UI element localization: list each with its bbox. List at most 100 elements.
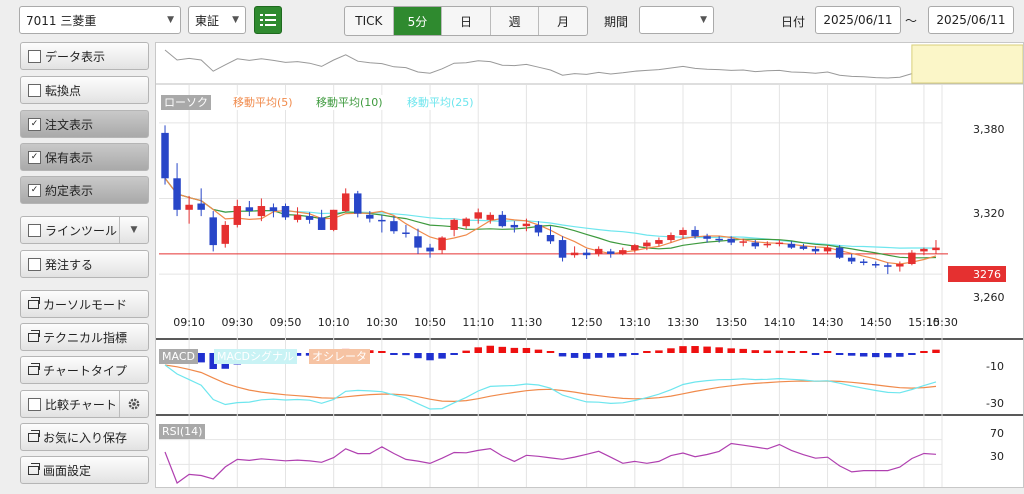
chevron-down-icon[interactable]: ▼ <box>119 217 148 243</box>
oscillator-bar <box>932 349 940 353</box>
candle <box>474 212 482 219</box>
oscillator-bar <box>679 346 687 353</box>
oscillator-bar <box>727 348 735 353</box>
checkbox-checked-icon: ✓ <box>28 183 41 197</box>
oscillator-bar <box>438 353 446 359</box>
legend-oscillator: オシレータ <box>309 349 370 364</box>
oscillator-bar <box>486 345 495 353</box>
tab-day[interactable]: 日 <box>442 7 491 35</box>
legend-ma5: 移動平均(5) <box>230 95 296 110</box>
chevron-down-icon: ▼ <box>167 15 174 25</box>
market-select[interactable]: 東証 ▼ <box>188 6 246 34</box>
checkbox-icon <box>28 257 41 271</box>
oscillator-bar <box>703 346 711 353</box>
date-from-input[interactable]: 2025/06/11 <box>815 6 901 34</box>
oscillator-bar <box>570 353 579 358</box>
oscillator-bar <box>450 353 458 355</box>
overview-window <box>911 44 1023 84</box>
tab-tick[interactable]: TICK <box>345 7 394 35</box>
candle <box>269 207 278 212</box>
data-display-toggle[interactable]: データ表示 <box>20 42 149 70</box>
candle <box>787 243 796 248</box>
candle <box>534 224 543 233</box>
date-to-input[interactable]: 2025/06/11 <box>928 6 1014 34</box>
line-tool-label: ラインツール <box>45 223 118 238</box>
candle <box>522 223 531 227</box>
oscillator-bar <box>908 353 916 355</box>
order-display-toggle[interactable]: ✓ 注文表示 <box>20 110 149 138</box>
candle <box>341 193 350 212</box>
oscillator-bar <box>414 353 422 359</box>
line-tool-toggle[interactable]: ラインツール ▼ <box>20 216 149 244</box>
cursor-mode-button[interactable]: カーソルモード <box>20 290 149 318</box>
overview-sparkline <box>164 49 937 79</box>
compare-chart-toggle[interactable]: 比較チャート <box>20 390 149 418</box>
oscillator-bar <box>872 353 880 358</box>
rsi-axis-label: 70 <box>990 427 1004 440</box>
chart-panel[interactable]: ローソク 移動平均(5) 移動平均(10) 移動平均(25) MACD MACD… <box>155 42 1024 488</box>
screen-settings-button[interactable]: 画面設定 <box>20 456 149 484</box>
chart-type-button[interactable]: チャートタイプ <box>20 356 149 384</box>
candle <box>185 204 193 210</box>
rsi-line <box>164 442 937 484</box>
time-axis-label: 12:50 <box>570 316 603 329</box>
fill-display-toggle[interactable]: ✓ 約定表示 <box>20 176 149 204</box>
period-select[interactable]: ▼ <box>639 6 714 34</box>
oscillator-bar <box>546 351 555 353</box>
candle <box>317 217 326 230</box>
candle <box>510 224 519 228</box>
position-display-label: 保有表示 <box>45 150 94 165</box>
market-value: 東証 <box>195 13 220 28</box>
candle <box>896 264 904 267</box>
list-icon <box>260 14 276 26</box>
oscillator-bar <box>811 353 820 355</box>
candle <box>751 242 760 247</box>
tab-5min[interactable]: 5分 <box>393 7 443 35</box>
symbol-select[interactable]: 7011 三菱重 ▼ <box>19 6 181 34</box>
oscillator-bar <box>293 353 302 356</box>
price-label: 3,320 <box>973 207 1005 220</box>
tab-month[interactable]: 月 <box>557 14 570 29</box>
candle <box>245 207 254 212</box>
technical-indicator-button[interactable]: テクニカル指標 <box>20 323 149 351</box>
candle <box>872 264 880 266</box>
candle <box>643 242 651 247</box>
candle <box>354 193 362 214</box>
place-order-label: 発注する <box>45 257 94 272</box>
oscillator-bar <box>631 353 639 355</box>
oscillator-bar <box>197 353 205 363</box>
list-view-button[interactable] <box>254 6 282 34</box>
tab-week[interactable]: 週 <box>491 7 540 35</box>
checkbox-icon <box>28 49 41 63</box>
chevron-down-icon: ▼ <box>700 15 707 25</box>
candle <box>209 217 217 246</box>
oscillator-bar <box>823 351 832 353</box>
price-label: 3,260 <box>973 291 1005 304</box>
candle <box>570 252 579 256</box>
time-axis-label: 15:10 <box>908 316 940 329</box>
candle <box>908 252 916 265</box>
time-axis-label: 15:30 <box>926 316 958 329</box>
place-order-toggle[interactable]: 発注する <box>20 250 149 278</box>
candle <box>390 221 398 232</box>
oscillator-bar <box>751 350 760 353</box>
oscillator-bar <box>799 351 808 353</box>
checkbox-icon <box>28 223 41 237</box>
candle <box>691 229 699 237</box>
oscillator-bar <box>594 353 603 358</box>
candle <box>799 246 808 249</box>
position-display-toggle[interactable]: ✓ 保有表示 <box>20 143 149 171</box>
time-axis-label: 14:10 <box>763 316 796 329</box>
popup-window-icon <box>28 329 40 342</box>
candle <box>631 245 639 251</box>
save-favorite-button[interactable]: お気に入り保存 <box>20 423 149 451</box>
chart-canvas[interactable] <box>156 43 1023 487</box>
time-axis-label: 10:50 <box>414 316 446 329</box>
oscillator-bar <box>859 353 868 357</box>
gear-icon[interactable] <box>119 391 148 417</box>
oscillator-bar <box>739 348 747 353</box>
oscillator-bar <box>643 351 651 353</box>
turning-point-toggle[interactable]: 転換点 <box>20 76 149 104</box>
macd-axis-label: -30 <box>986 397 1004 410</box>
time-axis-label: 10:10 <box>317 316 350 329</box>
